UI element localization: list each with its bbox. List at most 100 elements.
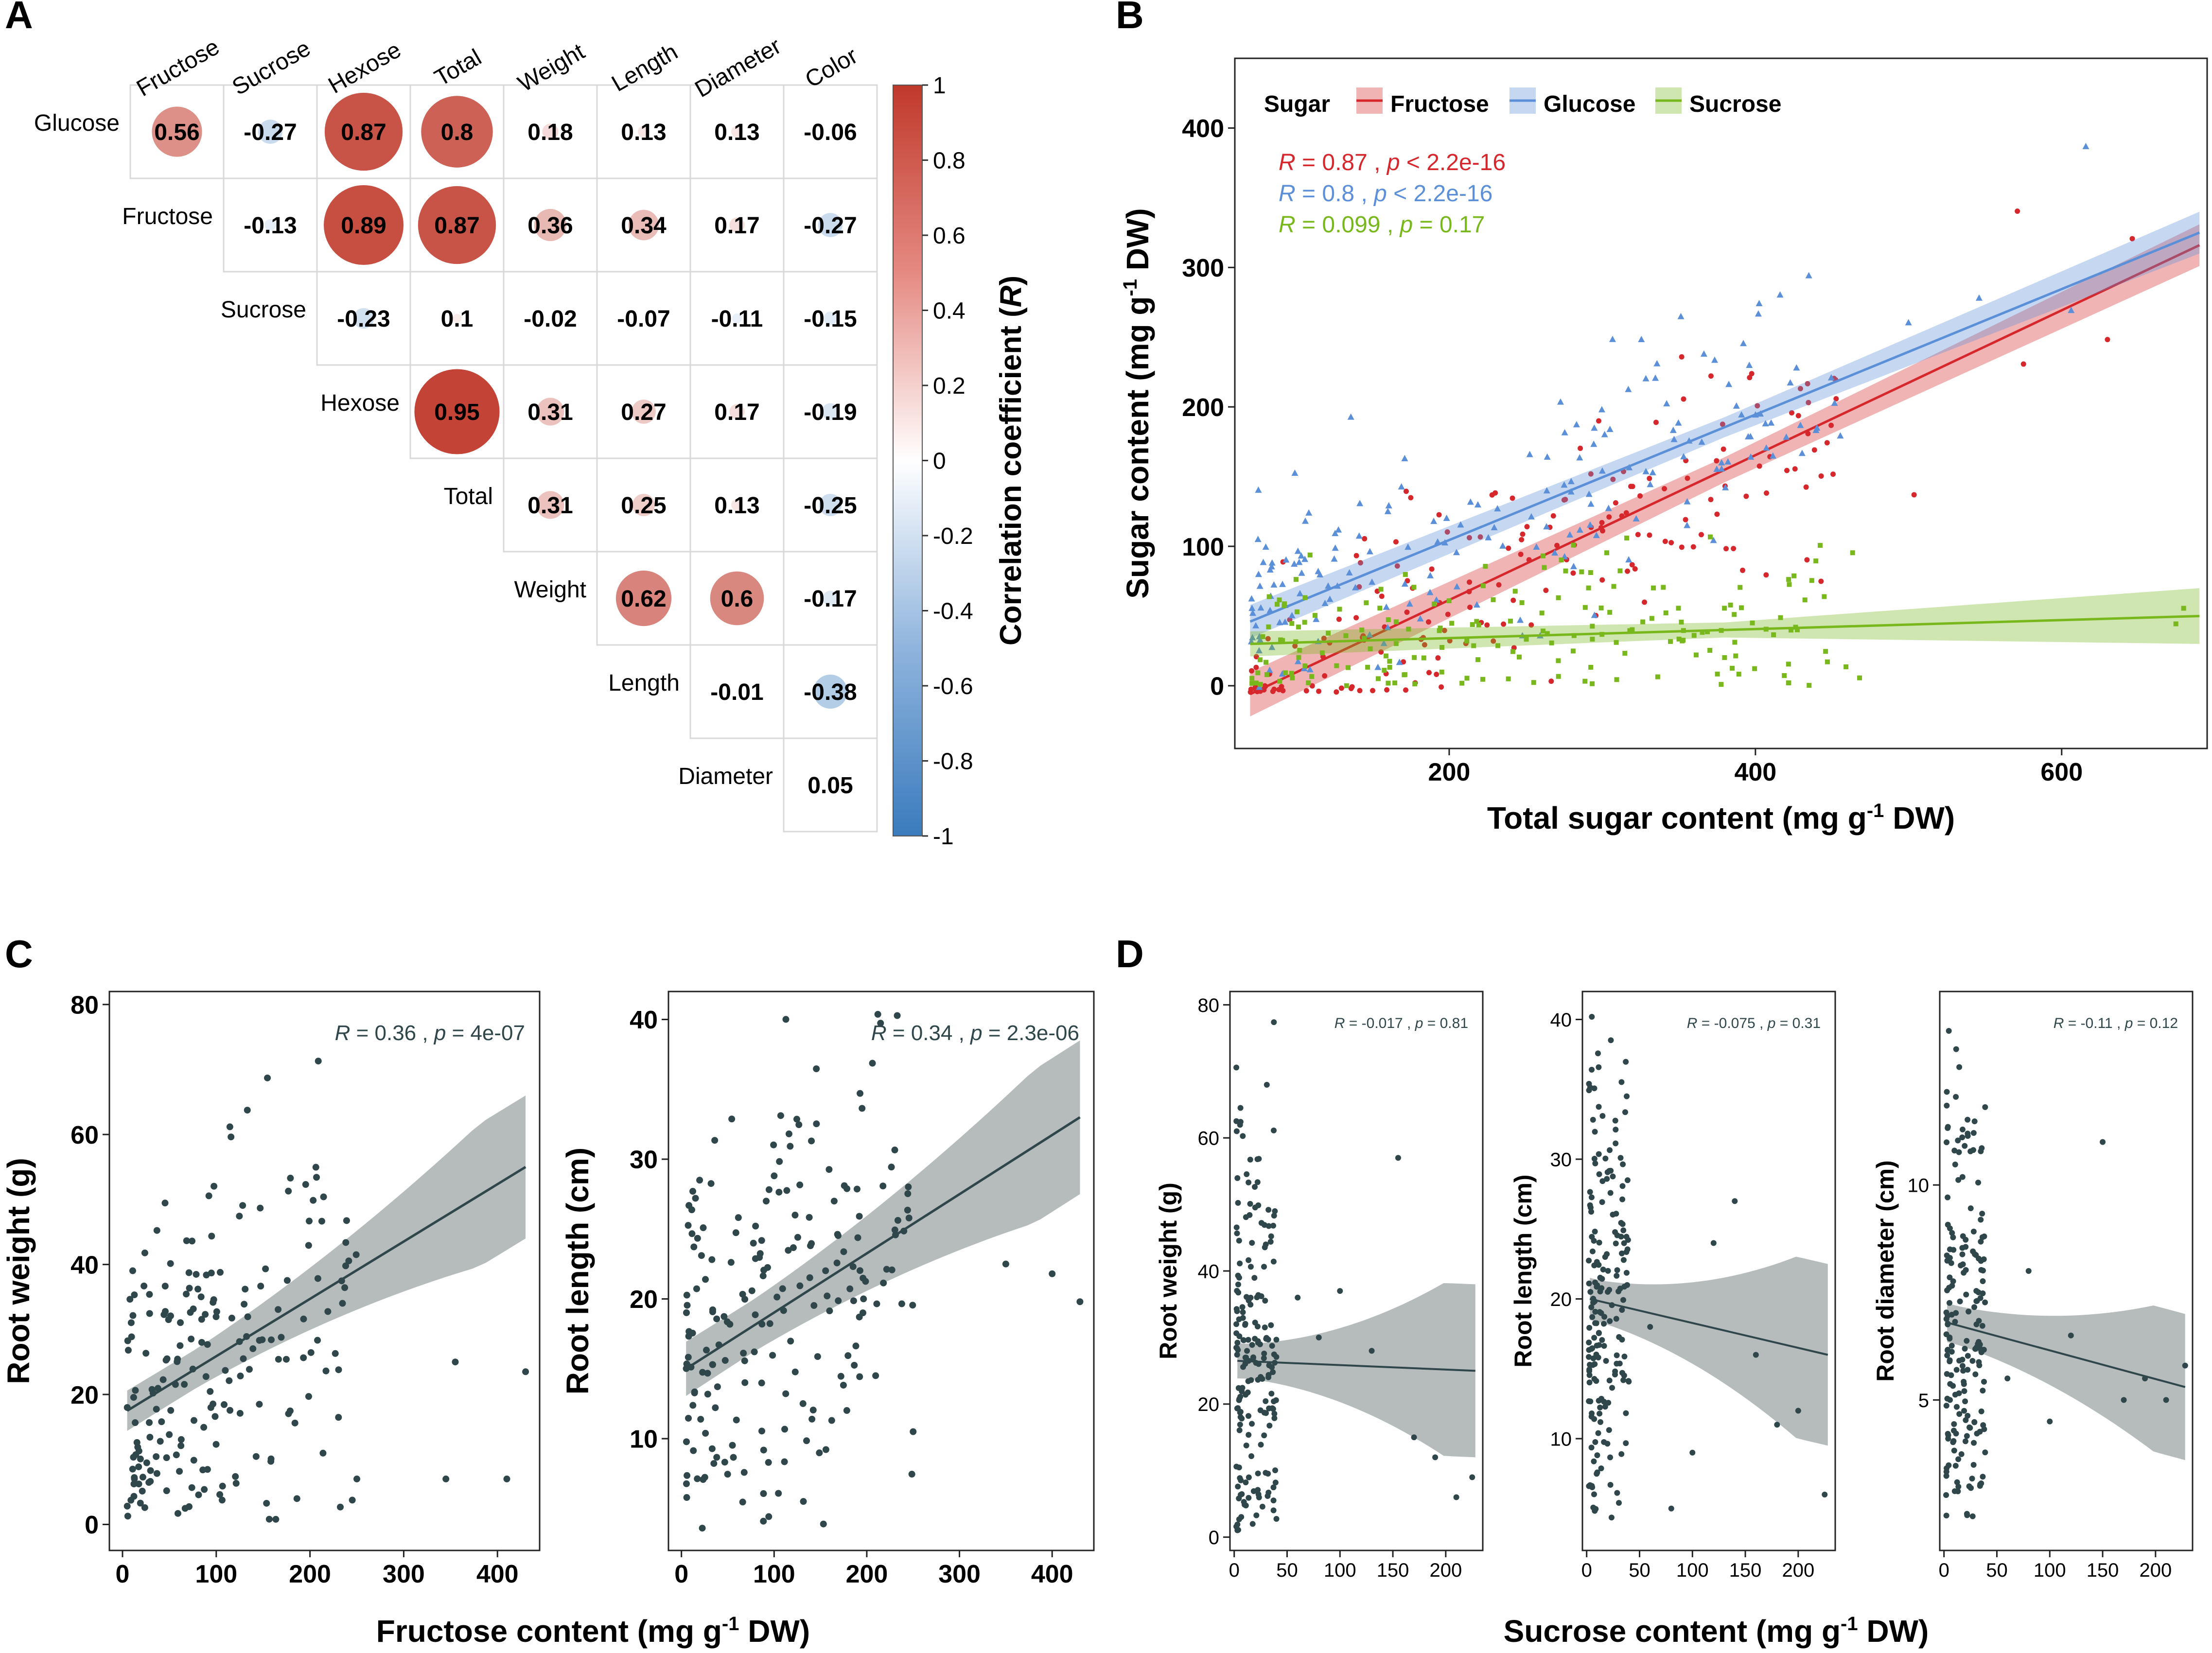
data-point — [177, 1436, 185, 1443]
correlation-value: -0.13 — [244, 213, 297, 239]
glucose-point — [1747, 453, 1755, 460]
sucrose-point — [1277, 597, 1282, 603]
x-tick-label: 0 — [1939, 1560, 1949, 1581]
panel-label-c: C — [5, 932, 33, 975]
glucose-point — [1576, 526, 1583, 533]
sucrose-point — [1750, 620, 1755, 626]
data-point — [305, 1218, 313, 1225]
data-point — [242, 1286, 249, 1293]
data-point — [2047, 1418, 2053, 1425]
sucrose-point — [1823, 649, 1828, 654]
data-point — [1237, 1260, 1243, 1267]
sucrose-point — [1732, 640, 1738, 645]
fructose-point — [1253, 664, 1259, 670]
data-point — [135, 1480, 142, 1488]
glucose-point — [1485, 534, 1492, 540]
data-point — [1233, 1463, 1240, 1470]
glucose-point — [1494, 505, 1501, 512]
data-point — [244, 1313, 251, 1321]
sucrose-point — [1364, 600, 1369, 606]
fructose-point — [1830, 471, 1836, 477]
data-point — [1586, 1280, 1592, 1287]
data-point — [319, 1449, 327, 1457]
data-point — [1668, 1505, 1674, 1512]
fructose-point — [1303, 688, 1309, 694]
data-point — [1594, 1452, 1600, 1459]
data-point — [1236, 1427, 1243, 1433]
data-point — [1265, 1372, 1272, 1378]
data-point — [1613, 1127, 1619, 1133]
glucose-point — [1740, 340, 1747, 347]
data-point — [1589, 1014, 1595, 1020]
glucose-point — [1296, 590, 1303, 596]
data-point — [1596, 1171, 1602, 1177]
glucose-point — [1713, 466, 1720, 472]
fructose-point — [1404, 609, 1410, 615]
correlation-circle — [823, 591, 838, 606]
glucose-point — [1473, 601, 1480, 608]
data-point — [1316, 1334, 1322, 1340]
data-point — [1974, 1430, 1980, 1437]
data-point — [1958, 1451, 1965, 1457]
glucose-point — [1570, 563, 1577, 570]
matrix-row-label: Diameter — [678, 764, 773, 789]
data-point — [720, 1313, 728, 1320]
x-tick-label: 200 — [289, 1560, 331, 1588]
fructose-point — [1379, 593, 1385, 599]
correlation-value: 0.31 — [527, 400, 573, 425]
fructose-point — [1518, 551, 1524, 557]
glucose-point — [1746, 362, 1753, 368]
y-tick-label: 20 — [630, 1286, 658, 1314]
data-point — [1586, 1257, 1592, 1264]
data-point — [894, 1217, 901, 1224]
glucose-point — [1406, 600, 1413, 607]
x-tick-label: 0 — [1229, 1560, 1240, 1581]
sucrose-point — [1337, 607, 1342, 612]
data-point — [739, 1290, 746, 1298]
data-point — [1233, 1306, 1240, 1312]
y-tick-label: 40 — [70, 1251, 99, 1279]
data-point — [1967, 1425, 1973, 1431]
colorbar-tick-label: -0.6 — [933, 674, 973, 699]
data-point — [1966, 1308, 1972, 1315]
glucose-point — [1467, 498, 1474, 505]
correlation-value: -0.23 — [337, 306, 390, 332]
data-point — [834, 1232, 842, 1239]
data-point — [685, 1414, 692, 1422]
fructose-point — [1743, 493, 1749, 499]
sucrose-point — [1738, 605, 1744, 610]
data-point — [1235, 1483, 1241, 1490]
y-tick-label: 0 — [1209, 1527, 1219, 1549]
data-point — [1235, 1272, 1241, 1279]
data-point — [1613, 1316, 1619, 1322]
data-point — [193, 1270, 200, 1278]
sucrose-point — [1386, 617, 1391, 623]
confidence-band — [1237, 1283, 1475, 1458]
glucose-point — [1783, 433, 1790, 440]
data-point — [1255, 1340, 1261, 1346]
data-point — [1956, 1149, 1962, 1155]
data-point — [228, 1133, 235, 1141]
glucose-point — [1384, 507, 1391, 514]
data-point — [1596, 1104, 1602, 1110]
sucrose-point — [1617, 568, 1623, 574]
sucrose-point — [1719, 682, 1724, 687]
colorbar — [893, 85, 923, 836]
sucrose-point — [1843, 664, 1849, 669]
data-point — [1076, 1298, 1084, 1305]
fructose-point — [1647, 532, 1652, 538]
sucrose-point — [1651, 585, 1656, 591]
matrix-cell — [783, 737, 878, 833]
data-point — [1234, 1405, 1240, 1411]
fructose-point — [1422, 642, 1427, 648]
sucrose-point — [1668, 639, 1673, 644]
fructose-point — [1818, 473, 1824, 479]
data-point — [785, 1247, 792, 1254]
data-point — [285, 1187, 292, 1195]
data-point — [1233, 1330, 1240, 1337]
data-point — [1266, 1423, 1273, 1429]
sucrose-point — [1384, 653, 1389, 659]
data-point — [704, 1370, 711, 1377]
data-point — [826, 1307, 833, 1315]
sucrose-point — [1707, 534, 1713, 539]
